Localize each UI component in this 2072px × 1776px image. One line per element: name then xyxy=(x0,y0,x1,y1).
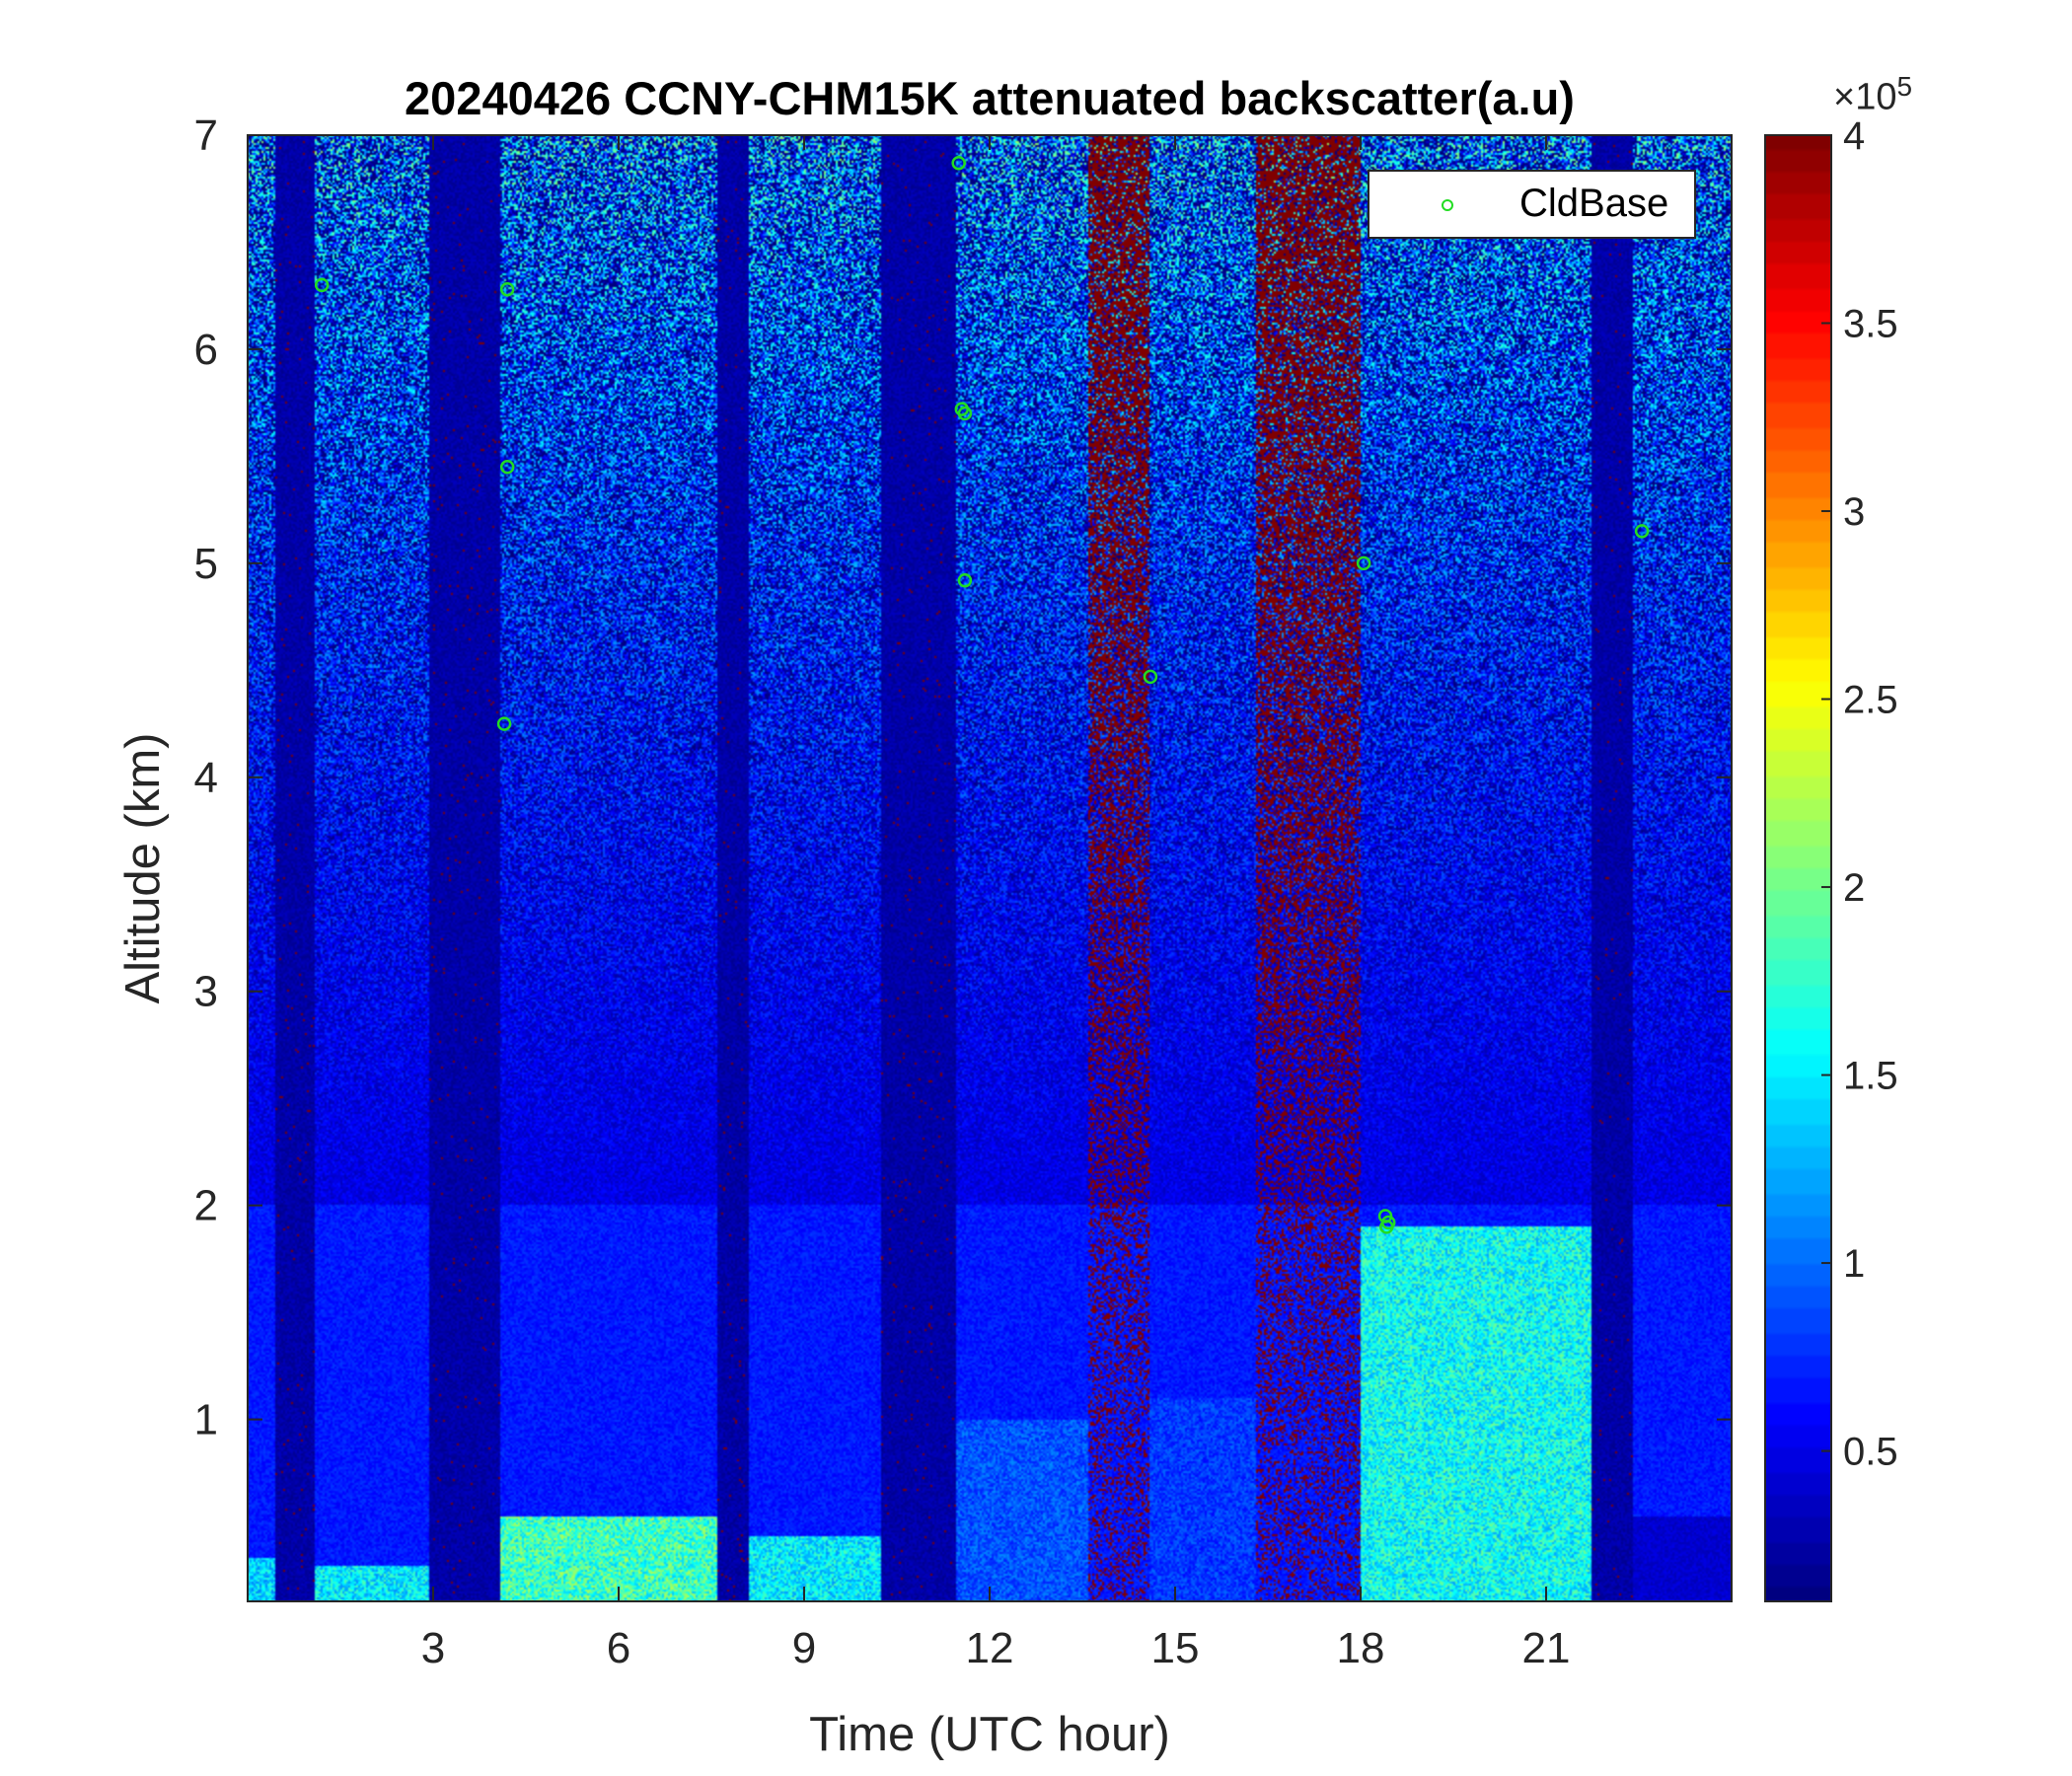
y-tick-label: 4 xyxy=(194,754,218,802)
cldbase-point xyxy=(1143,669,1158,685)
y-tick-label: 3 xyxy=(194,968,218,1016)
x-tick-label: 6 xyxy=(607,1624,630,1672)
colorbar-frame xyxy=(1764,134,1832,1602)
cldbase-point xyxy=(957,572,973,588)
colorbar-tick-label: 1.5 xyxy=(1843,1055,1898,1098)
y-tick-label: 6 xyxy=(194,326,218,374)
colorbar-multiplier-base: ×10 xyxy=(1833,76,1897,118)
cldbase-point xyxy=(1379,1220,1394,1234)
x-tick-label: 3 xyxy=(421,1624,445,1672)
cldbase-point xyxy=(496,716,512,731)
x-axis-label: Time (UTC hour) xyxy=(809,1708,1170,1761)
cldbase-point xyxy=(957,406,973,421)
y-tick-label: 2 xyxy=(194,1182,218,1230)
x-tick-label: 21 xyxy=(1522,1624,1571,1672)
x-tick-label: 18 xyxy=(1337,1624,1385,1672)
cldbase-point xyxy=(1356,555,1371,571)
y-tick-label: 1 xyxy=(194,1396,218,1444)
cldbase-point xyxy=(951,155,966,171)
colorbar-tick-label: 0.5 xyxy=(1843,1431,1898,1474)
colorbar-multiplier: ×105 xyxy=(1833,71,1912,119)
backscatter-heatmap xyxy=(248,135,1732,1601)
y-tick-label: 7 xyxy=(194,111,218,160)
colorbar-tick-label: 2.5 xyxy=(1843,679,1898,722)
y-tick-label: 5 xyxy=(194,540,218,588)
colorbar-tick-label: 4 xyxy=(1843,114,1865,158)
colorbar-tick-label: 1 xyxy=(1843,1242,1865,1286)
cldbase-point xyxy=(499,281,515,297)
cldbase-point xyxy=(314,277,330,293)
colorbar-tick-label: 2 xyxy=(1843,866,1865,910)
y-axis-label: Altitude (km) xyxy=(116,732,170,1004)
legend-label-cldbase: CldBase xyxy=(1519,182,1669,225)
colorbar-tick-label: 3 xyxy=(1843,490,1865,534)
cldbase-point xyxy=(499,459,515,475)
legend: CldBase xyxy=(1368,170,1696,239)
cldbase-point xyxy=(1634,524,1650,539)
x-tick-label: 12 xyxy=(966,1624,1014,1672)
plot-frame xyxy=(247,134,1733,1602)
x-tick-label: 15 xyxy=(1151,1624,1200,1672)
colorbar-multiplier-exponent: 5 xyxy=(1896,71,1913,102)
chart-title: 20240426 CCNY-CHM15K attenuated backscat… xyxy=(405,72,1575,124)
colorbar-gradient xyxy=(1765,135,1831,1601)
colorbar-tick-label: 3.5 xyxy=(1843,303,1898,346)
legend-marker-circle-icon xyxy=(1442,199,1453,211)
x-tick-label: 9 xyxy=(792,1624,816,1672)
